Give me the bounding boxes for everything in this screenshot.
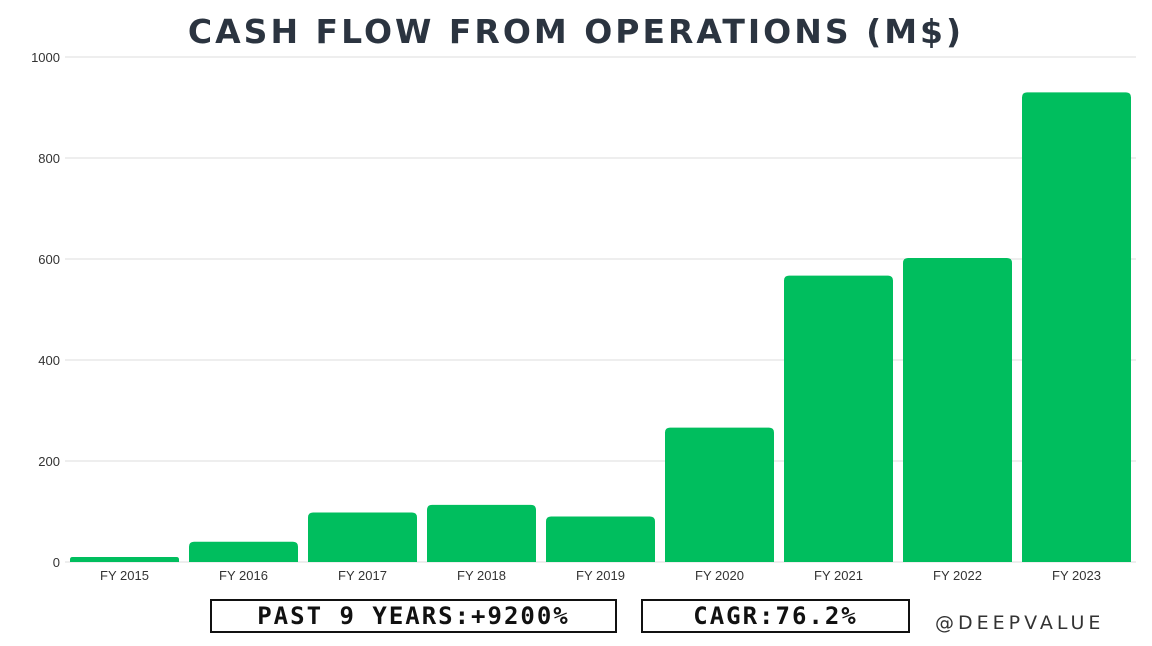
bars bbox=[70, 92, 1131, 562]
bar-fy-2018 bbox=[427, 504, 536, 562]
bar-fy-2015 bbox=[70, 556, 179, 562]
x-tick-label: FY 2020 bbox=[695, 568, 744, 583]
bar-fy-2023 bbox=[1022, 92, 1131, 562]
bar-fy-2016 bbox=[189, 541, 298, 562]
bar-fy-2019 bbox=[546, 516, 655, 562]
y-tick-label: 200 bbox=[38, 454, 60, 469]
x-tick-label: FY 2016 bbox=[219, 568, 268, 583]
y-tick-label: 800 bbox=[38, 151, 60, 166]
y-tick-label: 600 bbox=[38, 252, 60, 267]
y-tick-label: 1000 bbox=[31, 50, 60, 65]
x-axis-ticks: FY 2015 FY 2016 FY 2017 FY 2018 FY 2019 FY 20… bbox=[100, 568, 1101, 583]
x-tick-label: FY 2017 bbox=[338, 568, 387, 583]
x-tick-label: FY 2015 bbox=[100, 568, 149, 583]
x-tick-label: FY 2022 bbox=[933, 568, 982, 583]
cagr-stat-text: CAGR:76.2% bbox=[693, 602, 858, 630]
y-axis-ticks: 0 200 400 600 800 1000 bbox=[31, 50, 60, 570]
growth-stat-box: PAST 9 YEARS:+9200% bbox=[210, 599, 617, 633]
y-tick-label: 0 bbox=[53, 555, 60, 570]
bar-fy-2017 bbox=[308, 512, 417, 562]
watermark: @DEEPVALUE bbox=[935, 612, 1105, 634]
y-tick-label: 400 bbox=[38, 353, 60, 368]
cagr-stat-box: CAGR:76.2% bbox=[641, 599, 910, 633]
x-tick-label: FY 2018 bbox=[457, 568, 506, 583]
x-tick-label: FY 2019 bbox=[576, 568, 625, 583]
chart-title: CASH FLOW FROM OPERATIONS (M$) bbox=[187, 12, 965, 51]
x-tick-label: FY 2021 bbox=[814, 568, 863, 583]
bar-fy-2020 bbox=[665, 427, 774, 562]
x-tick-label: FY 2023 bbox=[1052, 568, 1101, 583]
bar-fy-2021 bbox=[784, 275, 893, 562]
bar-fy-2022 bbox=[903, 257, 1012, 562]
growth-stat-text: PAST 9 YEARS:+9200% bbox=[257, 602, 570, 630]
